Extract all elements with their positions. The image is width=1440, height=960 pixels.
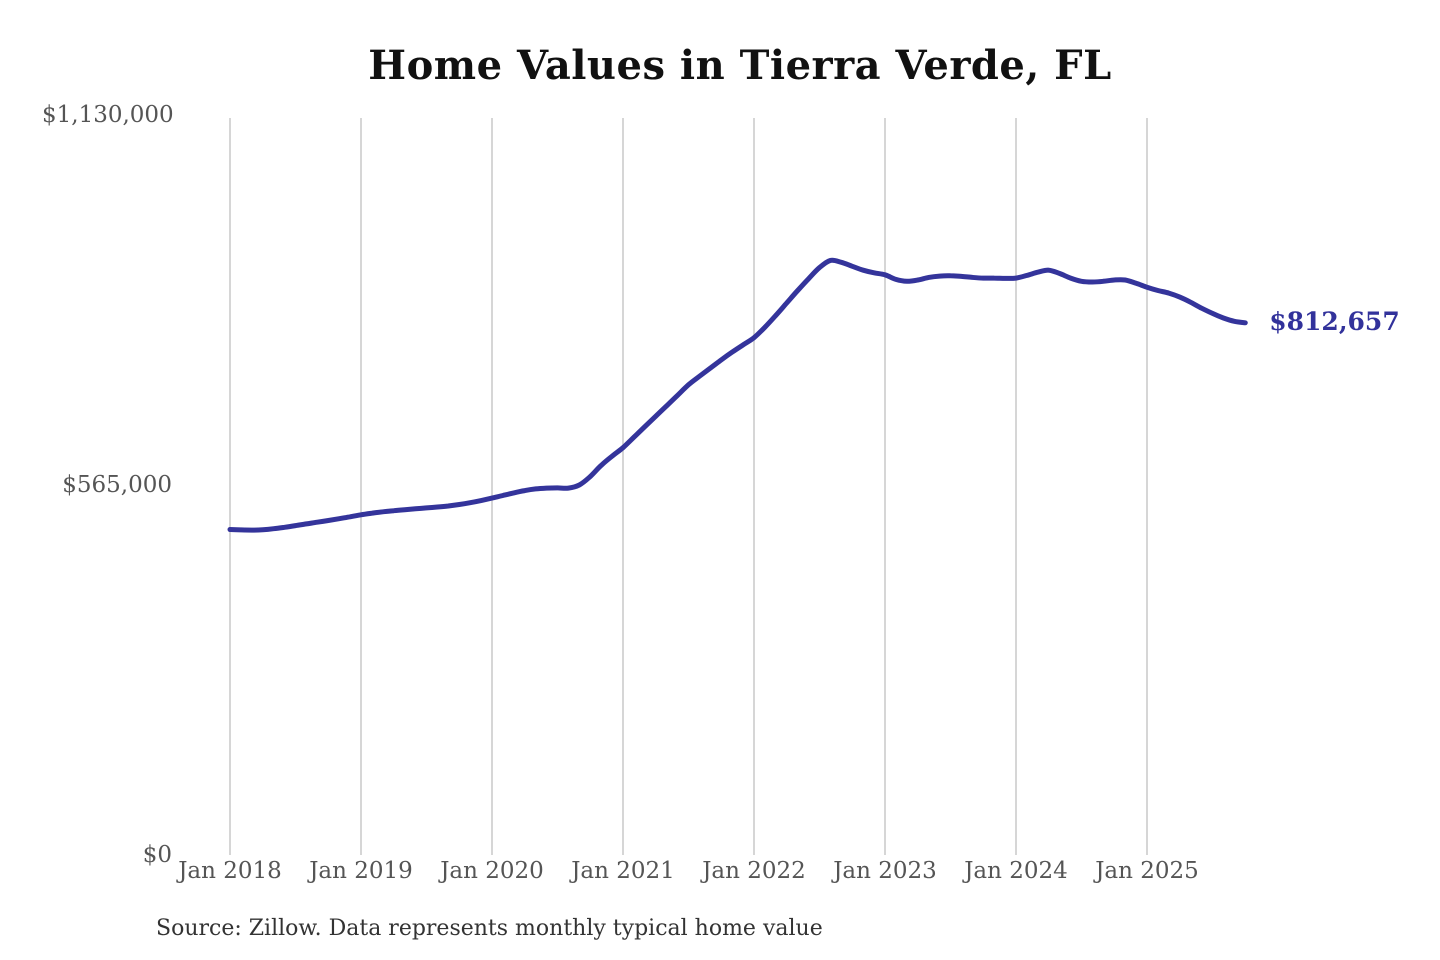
- chart-title: Home Values in Tierra Verde, FL: [368, 42, 1112, 89]
- y-tick-label-0: $1,130,000: [42, 102, 174, 128]
- x-tick-label-jan-2018: Jan 2018: [178, 858, 282, 884]
- y-tick-label-1: $565,000: [62, 472, 172, 498]
- final-value-label: $812,657: [1269, 306, 1400, 336]
- home-value-line: [227, 257, 1248, 533]
- source-note: Source: Zillow. Data represents monthly …: [156, 916, 823, 941]
- x-tick-label-jan-2025: Jan 2025: [1095, 858, 1199, 884]
- x-tick-label-jan-2021: Jan 2021: [571, 858, 675, 884]
- x-tick-label-jan-2020: Jan 2020: [440, 858, 544, 884]
- y-tick-label-2: $0: [142, 842, 172, 868]
- x-tick-label-jan-2023: Jan 2023: [833, 858, 937, 884]
- x-tick-label-jan-2024: Jan 2024: [964, 858, 1068, 884]
- x-tick-label-jan-2022: Jan 2022: [702, 858, 806, 884]
- x-tick-label-jan-2019: Jan 2019: [309, 858, 413, 884]
